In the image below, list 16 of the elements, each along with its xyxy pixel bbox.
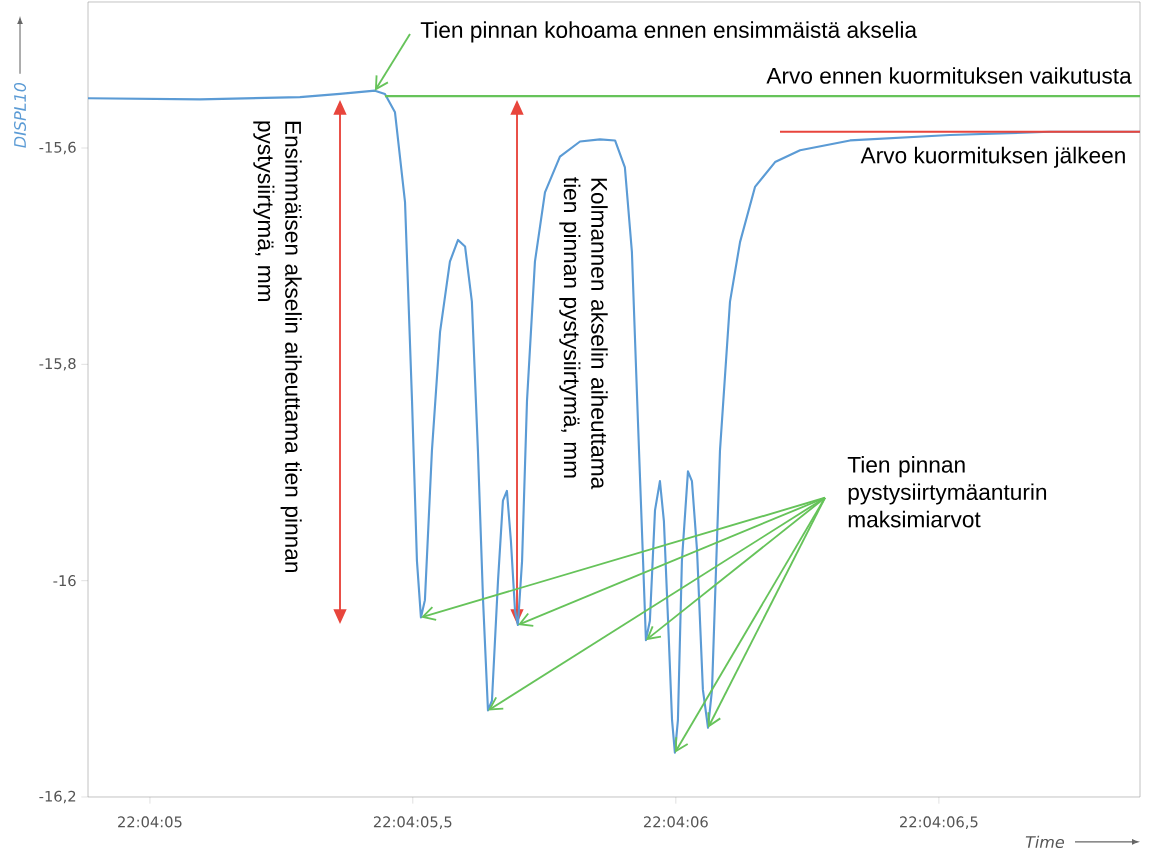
annotation: Tien pinnan kohoama ennen ensimmäistä akselia [420, 21, 918, 43]
annotation: Arvo kuormituksen jälkeen [860, 146, 1125, 168]
x-axis-title: Time [1025, 835, 1065, 849]
x-tick-label: 22:04:06 [643, 816, 708, 828]
y-tick-label: -15,8 [39, 358, 76, 371]
annotation: Ensimmäisen akselin aiheuttama tien pinnan pystysiirtymä, mm [253, 121, 302, 572]
x-tick-label: 22:04:05 [118, 816, 182, 828]
y-tick-label: -16,2 [39, 790, 76, 804]
annotation: Tien pinnan pystysiirtymäanturin maksimiarvot [847, 456, 1047, 528]
annotation: Kolmannen akselin aiheuttama tien pinnan pystysiirtymä, mm [559, 177, 608, 490]
x-tick-label: 22:04:06,5 [900, 816, 978, 829]
y-tick-label: -15,6 [39, 141, 76, 155]
annotation: Arvo ennen kuormituksen vaikutusta [766, 67, 1132, 84]
x-tick-label: 22:04:05,5 [373, 816, 452, 829]
y-tick-label: -16 [53, 575, 76, 587]
y-axis-title: DISPL10 [13, 82, 27, 148]
